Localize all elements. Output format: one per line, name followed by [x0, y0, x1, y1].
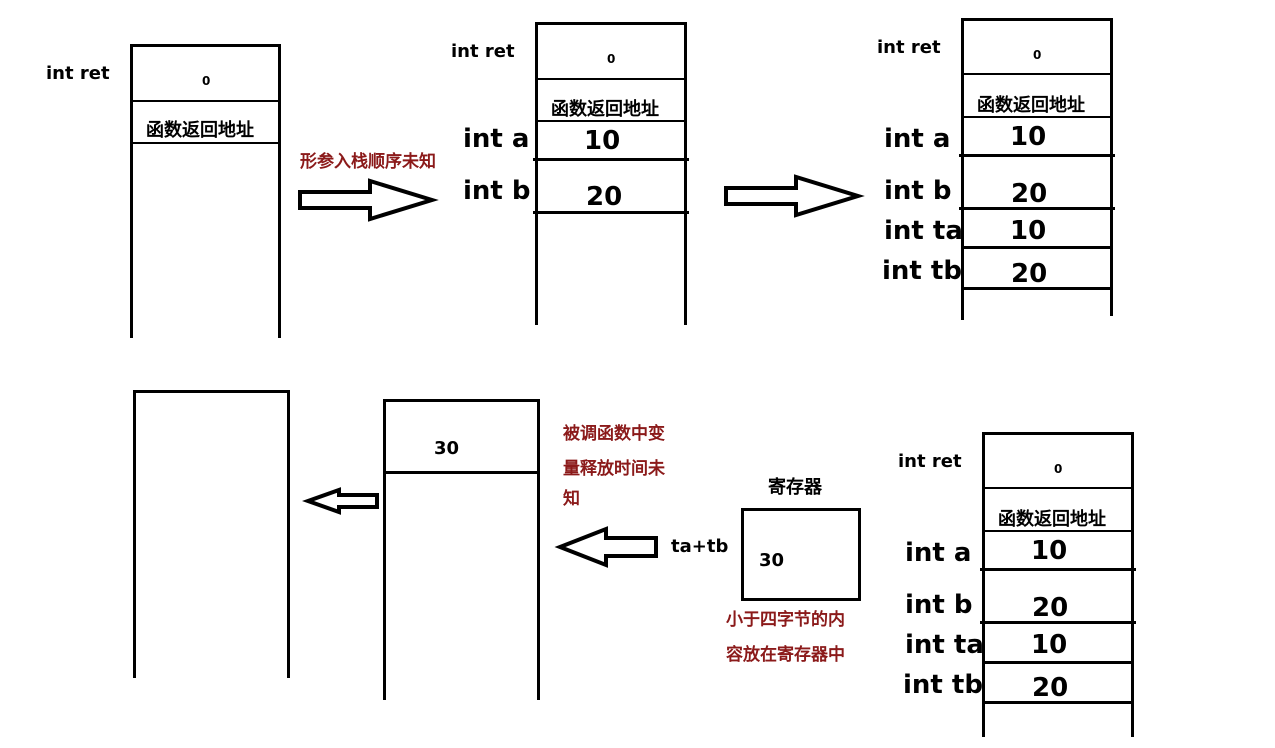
register-value: 30: [759, 550, 785, 571]
var-b-value: 20: [1032, 593, 1069, 623]
right-arrow-icon: [298, 178, 439, 222]
release-note-line1: 被调函数中变: [563, 424, 665, 444]
var-ta-label: int ta: [884, 216, 963, 246]
return-address-cell: 函数返回地址: [551, 99, 659, 120]
var-ta-value: 10: [1031, 630, 1068, 660]
return-address-cell: 函数返回地址: [146, 120, 254, 141]
left-arrow-icon: [554, 526, 658, 568]
var-tb-value: 20: [1032, 673, 1069, 703]
register-box: [741, 508, 861, 601]
var-a-label: int a: [905, 538, 972, 568]
return-address-cell: 函数返回地址: [998, 509, 1106, 530]
var-ta-label: int ta: [905, 630, 984, 660]
return-address-cell: 函数返回地址: [977, 95, 1085, 116]
arrow-note: 形参入栈顺序未知: [300, 152, 436, 172]
ret-value: 0: [1054, 462, 1063, 476]
var-tb-label: int tb: [882, 256, 962, 286]
var-a-label: int a: [884, 124, 951, 154]
var-a-label: int a: [463, 124, 530, 154]
register-title: 寄存器: [768, 477, 822, 498]
var-a-value: 10: [1010, 122, 1047, 152]
result-value: 30: [434, 438, 460, 459]
ret-label: int ret: [451, 41, 515, 62]
register-source-expr: ta+tb: [671, 536, 729, 557]
right-arrow-icon: [724, 174, 865, 218]
release-note-line2: 量释放时间未: [563, 459, 665, 479]
ret-label: int ret: [46, 63, 110, 84]
var-b-value: 20: [586, 182, 623, 212]
var-b-value: 20: [1011, 179, 1048, 209]
var-b-label: int b: [463, 176, 531, 206]
var-ta-value: 10: [1010, 216, 1047, 246]
var-a-value: 10: [584, 126, 621, 156]
ret-label: int ret: [898, 451, 962, 472]
register-note-line2: 容放在寄存器中: [726, 645, 845, 665]
left-arrow-icon: [302, 487, 379, 515]
var-a-value: 10: [1031, 536, 1068, 566]
ret-label: int ret: [877, 37, 941, 58]
ret-value: 0: [607, 52, 616, 66]
var-tb-label: int tb: [903, 670, 983, 700]
var-b-label: int b: [884, 176, 952, 206]
ret-value: 0: [202, 74, 211, 88]
ret-value: 0: [1033, 48, 1042, 62]
var-b-label: int b: [905, 590, 973, 620]
var-tb-value: 20: [1011, 259, 1048, 289]
register-note-line1: 小于四字节的内: [726, 610, 845, 630]
release-note-line3: 知: [563, 489, 580, 509]
